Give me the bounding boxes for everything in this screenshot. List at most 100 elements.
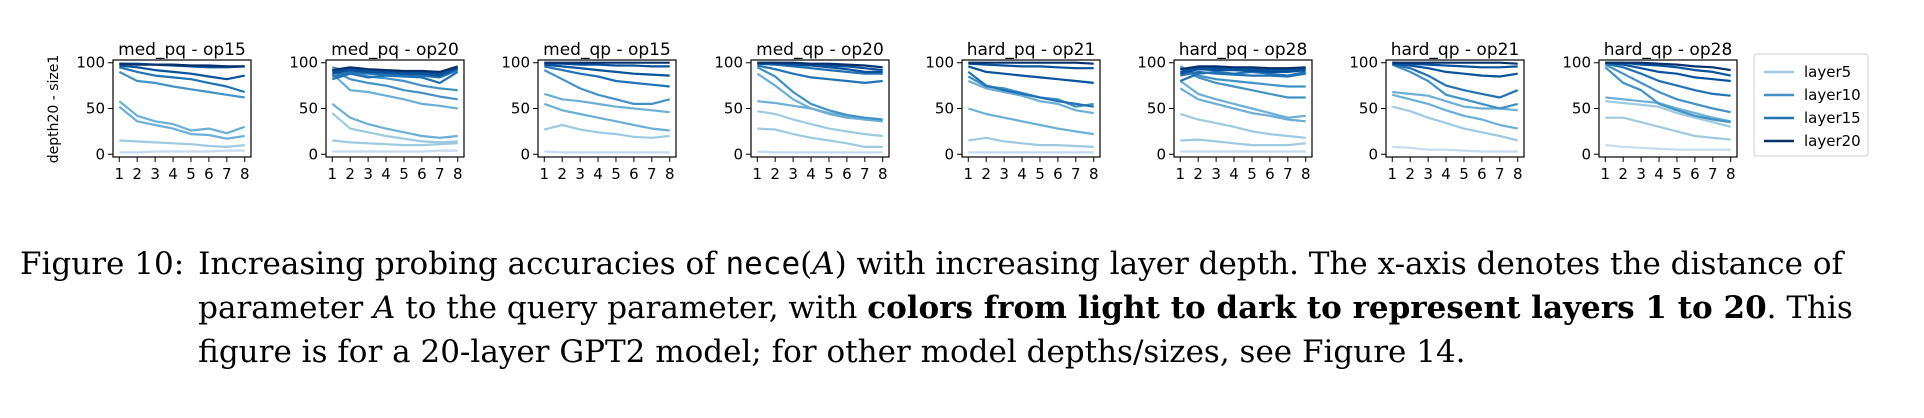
y-tick-label: 50 (86, 100, 105, 118)
x-tick-label: 7 (1283, 165, 1293, 183)
series-line (331, 69, 458, 101)
y-tick-label: 100 (1562, 54, 1591, 72)
x-tick-label: 7 (1495, 165, 1505, 183)
y-tick-label: 100 (501, 54, 530, 72)
series-line (1605, 61, 1731, 72)
series-line (1604, 66, 1731, 124)
x-tick-label: 6 (1477, 165, 1487, 183)
series-line (756, 72, 883, 123)
subplot-title: med_pq - op15 (118, 40, 246, 60)
x-tick-label: 1 (539, 165, 549, 183)
x-tick-label: 8 (1513, 165, 1523, 183)
subplot-title: med_pq - op20 (331, 40, 459, 60)
x-tick-label: 1 (114, 165, 124, 183)
y-tick-label: 50 (1147, 100, 1166, 118)
series-line (1392, 105, 1518, 142)
caption-variable-a-2: A (373, 290, 396, 326)
x-tick-label: 1 (1387, 165, 1397, 183)
series-line (1605, 116, 1731, 141)
x-tick-label: 5 (186, 165, 196, 183)
x-tick-label: 8 (1726, 165, 1736, 183)
series-line (1605, 96, 1731, 123)
y-tick-label: 100 (714, 54, 743, 72)
caption-text: Increasing probing accuracies of nece(A)… (198, 242, 1910, 374)
x-tick-label: 1 (1600, 165, 1610, 183)
series-line (968, 136, 1094, 148)
x-tick-label: 6 (204, 165, 214, 183)
series-line (331, 112, 458, 144)
caption-paren-close: ) (834, 246, 847, 282)
series-line (118, 105, 245, 140)
series-line (1179, 65, 1306, 88)
series-line (757, 61, 883, 69)
series-line (543, 92, 670, 114)
x-tick-label: 7 (1071, 165, 1081, 183)
series-line (332, 65, 459, 74)
y-axis-label: depth20 - size1 (46, 55, 62, 164)
series-line (967, 71, 1094, 108)
y-tick-label: 50 (1572, 100, 1591, 118)
x-tick-label: 3 (788, 165, 798, 183)
series-line (1179, 80, 1306, 119)
x-tick-label: 6 (629, 165, 639, 183)
caption-text-1: Increasing probing accuracies of (198, 246, 726, 282)
series-line (968, 62, 1094, 70)
x-tick-label: 4 (168, 165, 178, 183)
series-line (1180, 68, 1306, 75)
series-line (332, 66, 459, 75)
x-tick-label: 4 (1017, 165, 1027, 183)
series-line (757, 110, 883, 138)
series-line (544, 62, 670, 68)
series-line (1179, 87, 1306, 123)
series-line (1605, 144, 1731, 151)
x-tick-label: 3 (999, 165, 1009, 183)
subplot-5: hard_pq - op21 0 50 100 1 2 3 4 5 6 7 8 (925, 40, 1101, 183)
subplot-4: med_qp - op20 0 50 100 1 2 3 4 5 6 7 8 (714, 40, 890, 183)
y-tick-label: 0 (733, 145, 743, 163)
x-tick-label: 2 (345, 165, 355, 183)
series-line (1391, 63, 1518, 110)
series-line (118, 70, 245, 99)
subplot-title: med_qp - op15 (543, 40, 671, 60)
x-tick-label: 3 (363, 165, 373, 183)
subplot-6: hard_pq - op28 0 50 100 1 2 3 4 5 6 7 8 (1137, 40, 1313, 183)
series-line (332, 139, 458, 147)
x-tick-label: 5 (824, 165, 834, 183)
subplot-title: hard_pq - op28 (1179, 40, 1308, 60)
caption-text-3: to the query parameter, with (395, 290, 868, 326)
series-line (544, 150, 670, 154)
x-tick-label: 8 (1089, 165, 1099, 183)
legend-label: layer10 (1804, 86, 1861, 104)
x-tick-label: 1 (752, 165, 762, 183)
caption-bold-phrase: colors from light to dark to represent l… (867, 290, 1767, 326)
subplot-title: med_qp - op20 (756, 40, 884, 60)
x-tick-label: 1 (327, 165, 337, 183)
legend-label: layer5 (1804, 63, 1851, 81)
series-line (1179, 112, 1306, 139)
x-tick-label: 2 (770, 165, 780, 183)
y-tick-label: 0 (95, 145, 105, 163)
x-tick-label: 5 (1035, 165, 1045, 183)
series-line (757, 64, 883, 85)
series-line (543, 102, 670, 132)
y-tick-label: 50 (299, 100, 318, 118)
series-line (1392, 61, 1518, 69)
series-line (119, 149, 245, 154)
x-tick-label: 3 (575, 165, 585, 183)
x-tick-label: 7 (860, 165, 870, 183)
x-tick-label: 5 (399, 165, 409, 183)
caption-variable-a: A (812, 246, 835, 282)
series-line (756, 66, 883, 121)
x-tick-label: 8 (453, 165, 463, 183)
x-tick-label: 2 (1405, 165, 1415, 183)
series-line (331, 72, 458, 110)
series-line (119, 64, 245, 81)
axes-frame (961, 59, 1101, 158)
axes-frame (112, 59, 252, 158)
series-line (1180, 65, 1306, 71)
x-tick-label: 6 (842, 165, 852, 183)
legend-items: layer5 layer10 layer15 layer20 (1764, 63, 1861, 150)
series-line (332, 69, 459, 79)
series-line (968, 61, 1094, 65)
